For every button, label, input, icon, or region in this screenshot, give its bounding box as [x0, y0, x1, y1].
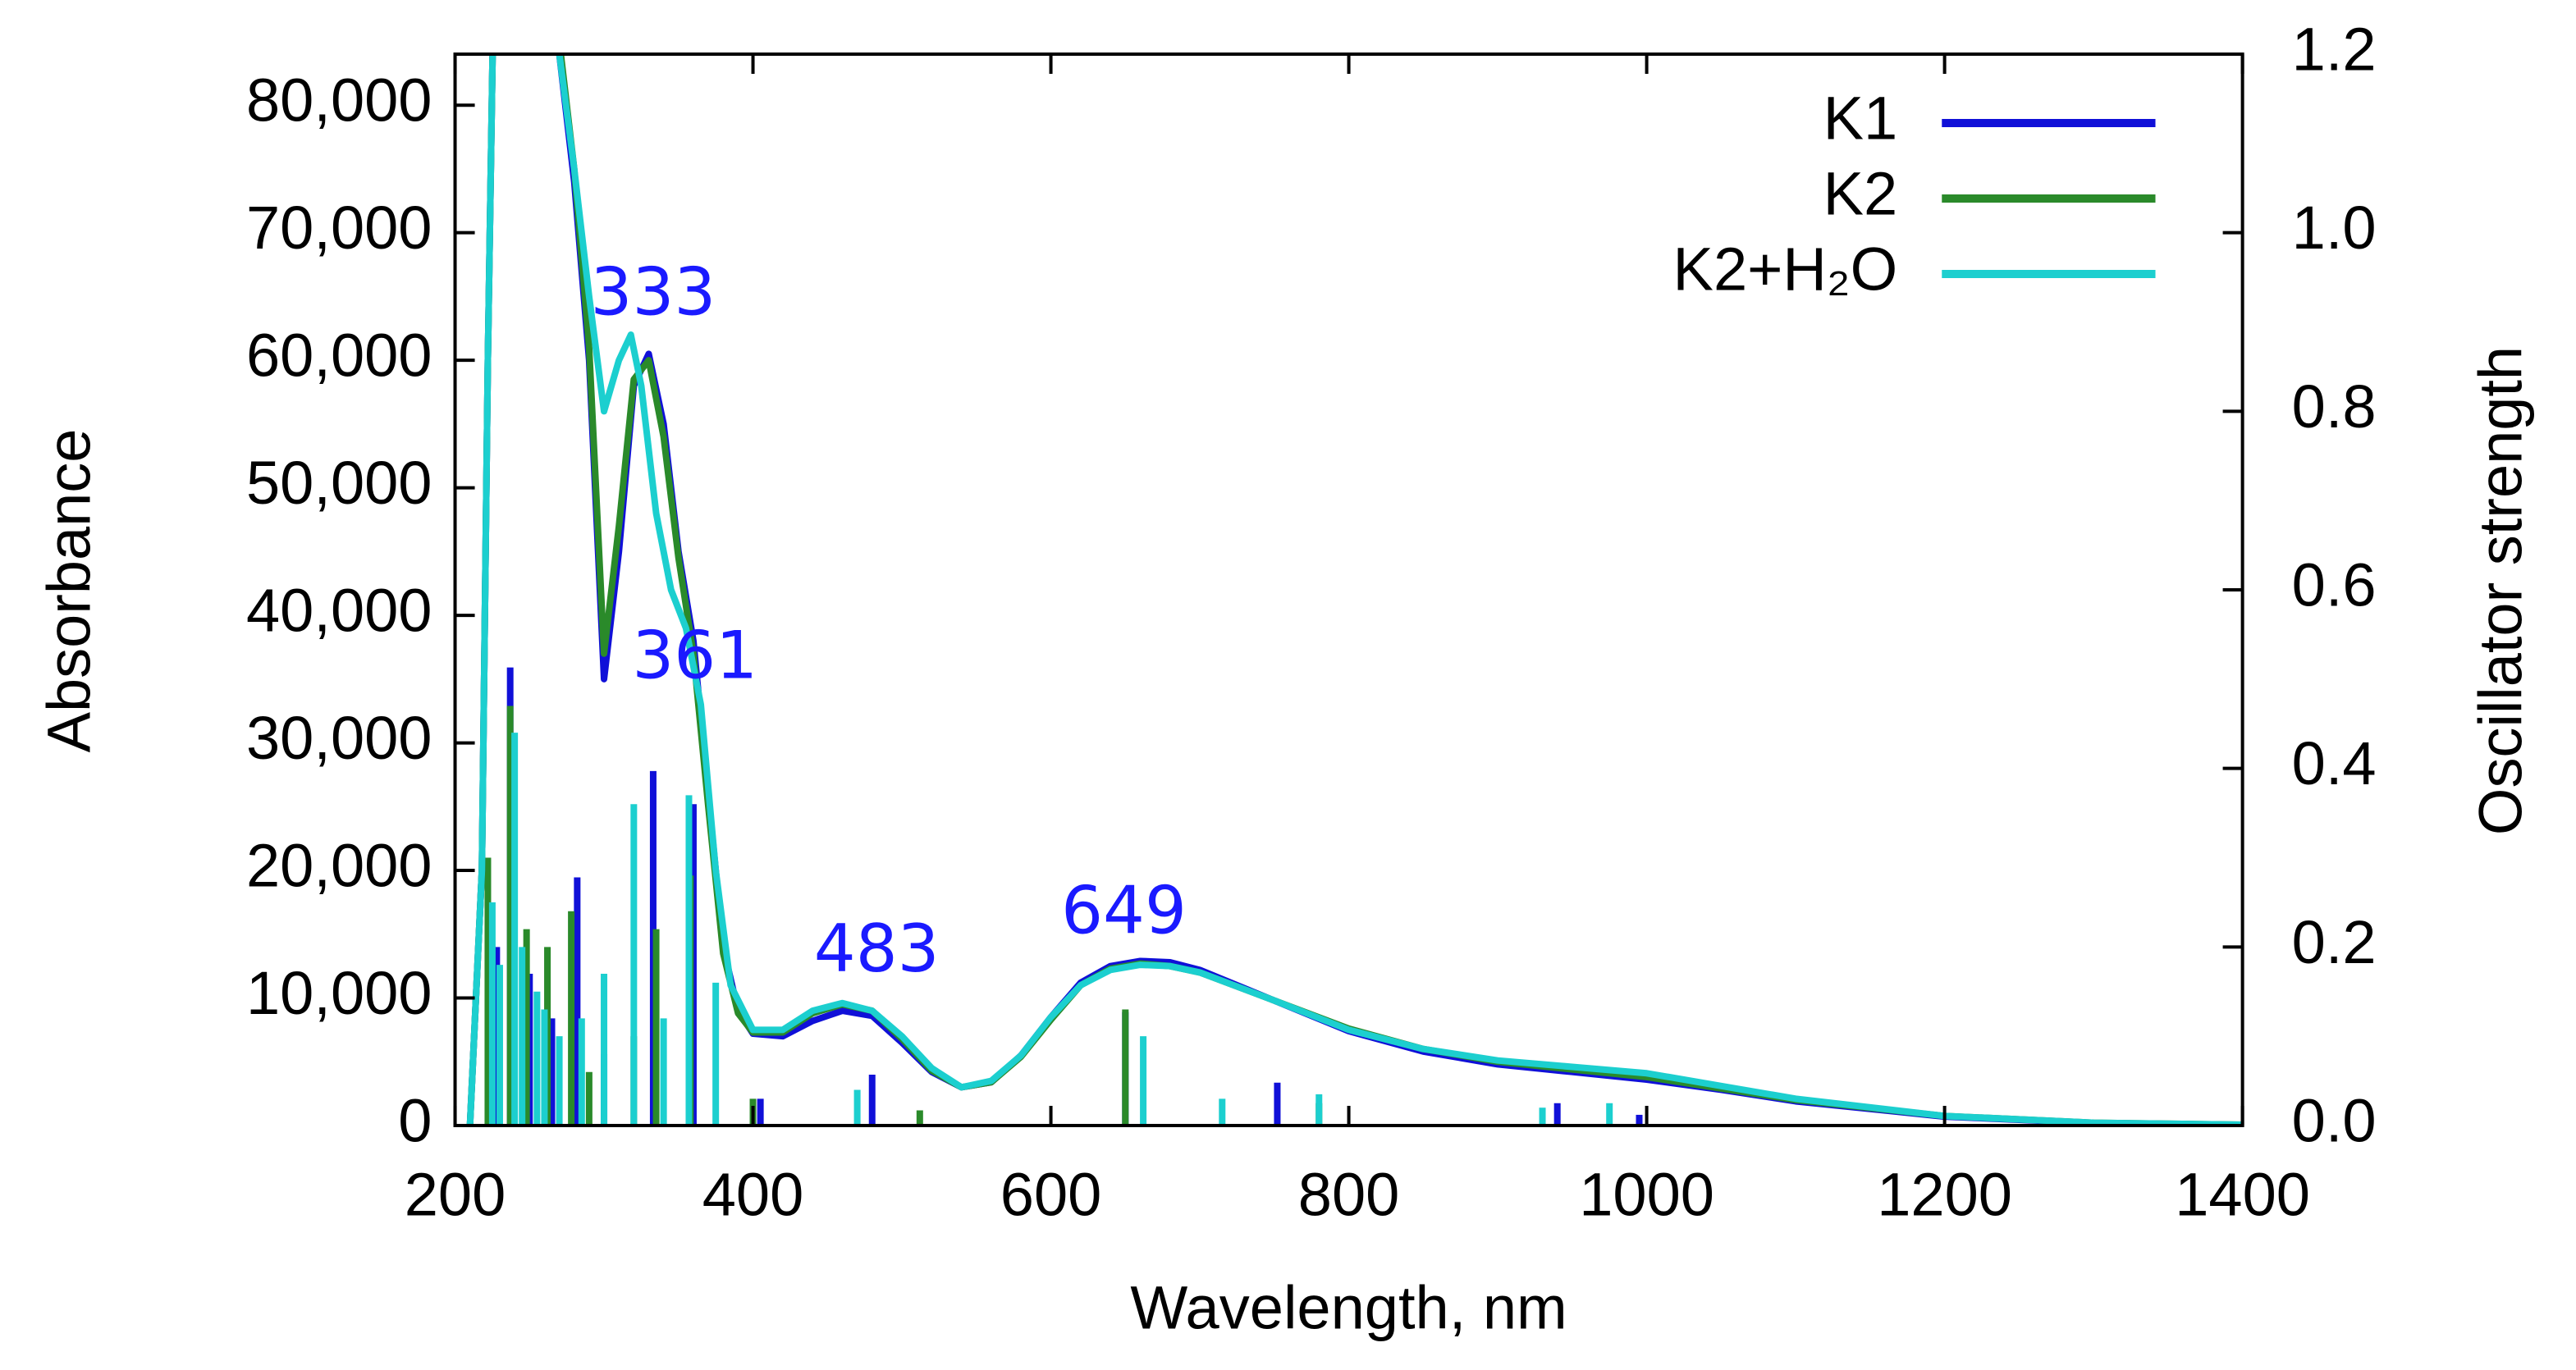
peak-annotation: 361 — [632, 618, 757, 694]
y-axis-label: Absorbance — [35, 429, 103, 753]
legend-label: K1 — [1823, 84, 1898, 153]
x-axis-label: Wavelength, nm — [1130, 1274, 1567, 1342]
y2-tick-label: 1.2 — [2292, 16, 2377, 84]
y2-tick-label: 0.8 — [2292, 372, 2377, 441]
y-tick-label: 70,000 — [246, 194, 432, 262]
x-tick-label: 600 — [1000, 1161, 1102, 1229]
peak-annotation: 333 — [591, 253, 716, 330]
y2-tick-label: 0.0 — [2292, 1087, 2377, 1155]
x-tick-label: 1000 — [1579, 1161, 1714, 1229]
x-tick-label: 800 — [1298, 1161, 1400, 1229]
x-tick-label: 200 — [405, 1161, 506, 1229]
y-tick-label: 0 — [398, 1087, 432, 1155]
y-tick-label: 40,000 — [246, 577, 432, 645]
y2-tick-label: 0.6 — [2292, 551, 2377, 619]
y-tick-label: 10,000 — [246, 959, 432, 1027]
x-tick-label: 1200 — [1877, 1161, 2012, 1229]
legend-label: K2+H₂O — [1673, 235, 1898, 304]
peak-annotation: 483 — [814, 911, 940, 987]
spectrum-line — [466, 54, 2243, 1126]
plot-area — [466, 54, 2243, 1126]
y2-tick-label: 0.2 — [2292, 908, 2377, 976]
y2-axis-label: Oscillator strength — [2466, 346, 2534, 835]
y-tick-label: 80,000 — [246, 66, 432, 135]
peak-annotation: 649 — [1061, 872, 1187, 948]
y-tick-label: 60,000 — [246, 322, 432, 390]
y-tick-label: 50,000 — [246, 449, 432, 517]
y-tick-label: 20,000 — [246, 832, 432, 900]
x-tick-label: 400 — [702, 1161, 804, 1229]
y-tick-label: 30,000 — [246, 704, 432, 772]
spectrum-line — [466, 54, 2243, 1126]
x-tick-label: 1400 — [2175, 1161, 2310, 1229]
y2-tick-label: 1.0 — [2292, 194, 2377, 262]
y2-tick-label: 0.4 — [2292, 729, 2377, 797]
spectrum-line — [466, 54, 2243, 1126]
legend-label: K2 — [1823, 160, 1898, 228]
